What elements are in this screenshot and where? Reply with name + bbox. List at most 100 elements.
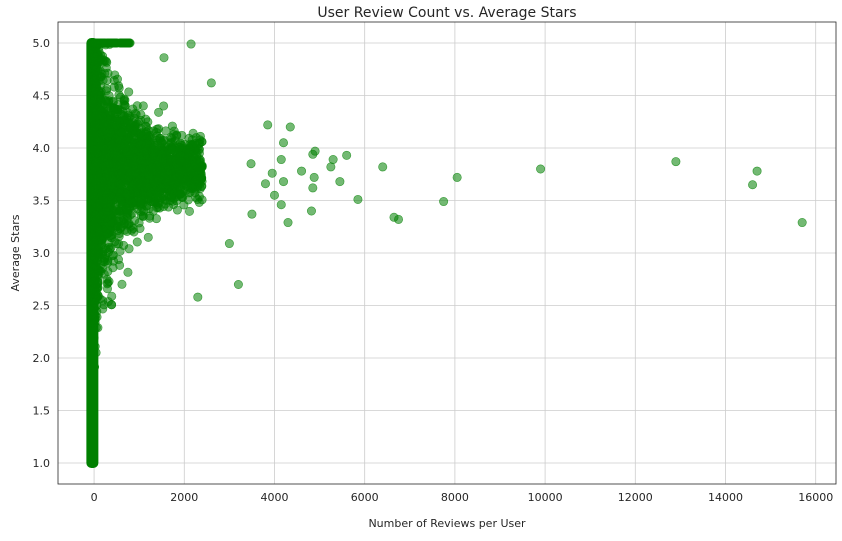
x-tick-label: 0 — [91, 491, 98, 504]
dense-point — [184, 148, 194, 158]
x-tick-label: 14000 — [708, 491, 743, 504]
dense-point — [96, 94, 106, 104]
y-axis-label: Average Stars — [9, 214, 22, 291]
dense-point — [89, 191, 99, 201]
dense-point — [102, 207, 112, 217]
dense-point — [171, 155, 181, 165]
y-tick-label: 4.5 — [33, 90, 51, 103]
dense-point — [139, 206, 149, 216]
dense-point — [113, 221, 123, 231]
data-point — [186, 39, 196, 49]
dense-point — [195, 165, 205, 175]
data-point — [671, 157, 681, 167]
dense-point — [90, 52, 100, 62]
scatter-points — [159, 39, 807, 302]
y-tick-label: 2.5 — [33, 300, 51, 313]
dense-point — [182, 181, 192, 191]
data-point — [309, 172, 319, 182]
dense-point — [137, 163, 147, 173]
data-point — [536, 164, 546, 174]
data-point — [378, 162, 388, 172]
dense-point — [124, 87, 134, 97]
dense-point — [117, 279, 127, 289]
dense-point — [89, 362, 99, 372]
dense-point — [111, 133, 121, 143]
data-point — [353, 194, 363, 204]
data-point — [260, 179, 270, 189]
dense-point — [128, 153, 138, 163]
dense-point — [89, 333, 99, 343]
x-axis-label: Number of Reviews per User — [368, 517, 526, 530]
y-tick-label: 3.5 — [33, 195, 51, 208]
dense-point — [124, 172, 134, 182]
data-point — [263, 120, 273, 130]
data-point — [297, 166, 307, 176]
data-point — [283, 218, 293, 228]
dense-point — [91, 211, 101, 221]
dense-point — [91, 348, 101, 358]
dense-point — [120, 101, 130, 111]
data-point — [269, 190, 279, 200]
dense-point — [92, 232, 102, 242]
dense-point — [124, 195, 134, 205]
x-tick-label: 2000 — [170, 491, 198, 504]
dense-point — [91, 157, 101, 167]
dense-point — [143, 232, 153, 242]
dense-point — [134, 117, 144, 127]
dense-point — [157, 138, 167, 148]
dense-point — [138, 190, 148, 200]
dense-point — [136, 155, 146, 165]
dense-point — [110, 70, 120, 80]
data-point — [247, 209, 257, 219]
dense-point — [92, 222, 102, 232]
dense-point — [102, 274, 112, 284]
dense-point — [147, 162, 157, 172]
data-point — [308, 149, 318, 159]
dense-point — [134, 218, 144, 228]
dense-point — [89, 297, 99, 307]
data-point — [206, 78, 216, 88]
data-point — [276, 200, 286, 210]
data-point — [797, 218, 807, 228]
dense-point — [195, 184, 205, 194]
dense-point — [154, 107, 164, 117]
dense-point — [96, 72, 106, 82]
dense-point — [143, 117, 153, 127]
dense-point — [114, 116, 124, 126]
data-point — [306, 206, 316, 216]
dense-point — [184, 163, 194, 173]
y-tick-label: 1.5 — [33, 405, 51, 418]
dense-point — [93, 290, 103, 300]
dense-point — [92, 148, 102, 158]
dense-point — [115, 179, 125, 189]
dense-point — [172, 205, 182, 215]
dense-point — [103, 258, 113, 268]
dense-point — [114, 229, 124, 239]
x-tick-label: 4000 — [260, 491, 288, 504]
y-tick-label: 1.0 — [33, 457, 51, 470]
dense-point — [107, 291, 117, 301]
y-tick-label: 3.0 — [33, 247, 51, 260]
dense-point — [97, 182, 107, 192]
dense-point — [136, 128, 146, 138]
x-tick-label: 10000 — [528, 491, 563, 504]
data-point — [452, 172, 462, 182]
dense-point — [102, 284, 112, 294]
x-tick-label: 12000 — [618, 491, 653, 504]
dense-point — [89, 310, 99, 320]
data-point — [335, 177, 345, 187]
dense-point — [108, 38, 118, 48]
dense-point — [89, 173, 99, 183]
dense-point — [174, 170, 184, 180]
dense-point — [197, 137, 207, 147]
dense-point — [132, 182, 142, 192]
dense-point — [104, 159, 114, 169]
dense-point — [115, 246, 125, 256]
dense-point — [112, 152, 122, 162]
dense-point — [125, 38, 135, 48]
dense-point — [101, 195, 111, 205]
data-point — [308, 183, 318, 193]
data-point — [224, 239, 234, 249]
dense-point — [167, 193, 177, 203]
